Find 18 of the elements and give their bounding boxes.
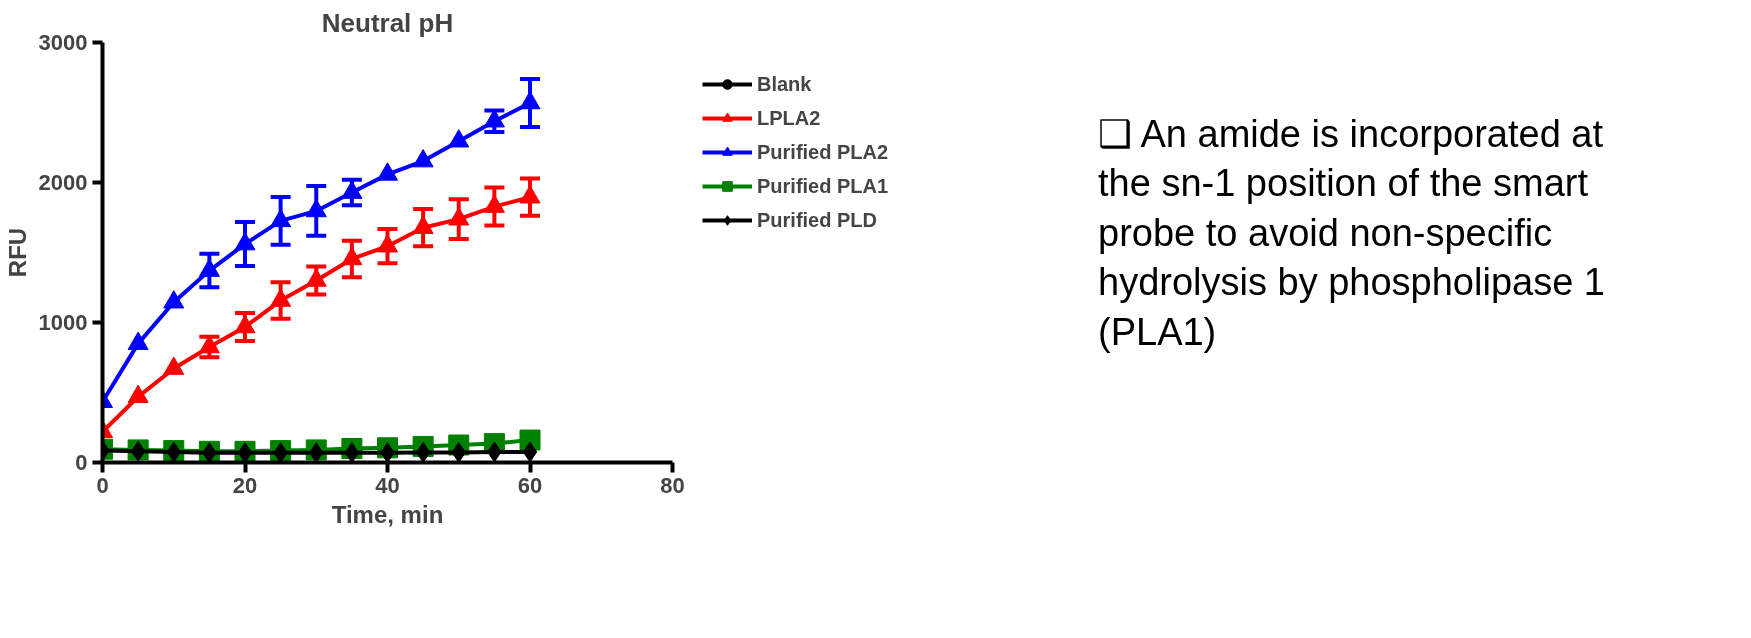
text: ❑ An amide is incorporated at the sn-1 position of the smart probe to avoid non-specific hydrolysis by phospholipase 1 (PLA1) (1098, 112, 1606, 355)
y-tick-label: 3000 (38, 30, 88, 55)
x-tick-label: 20 (232, 472, 258, 498)
chart-title: Neutral pH (321, 7, 454, 38)
x-axis-title: Time, min (331, 500, 444, 528)
x-tick-label: 0 (96, 472, 109, 498)
y-tick-label: 0 (75, 450, 88, 475)
legend-label: Purified PLA2 (757, 140, 889, 164)
legend-label: LPLA2 (757, 106, 821, 130)
y-axis-title: RFU (3, 227, 31, 278)
legend-label: Purified PLA1 (757, 174, 889, 198)
x-tick-label: 40 (375, 472, 400, 498)
y-tick-label: 1000 (38, 310, 88, 335)
y-tick-label: 2000 (38, 170, 88, 195)
x-tick-label: 80 (660, 472, 685, 498)
x-tick-label: 60 (517, 472, 543, 498)
legend-label: Purified PLD (757, 208, 878, 232)
legend-label: Blank (757, 72, 812, 96)
